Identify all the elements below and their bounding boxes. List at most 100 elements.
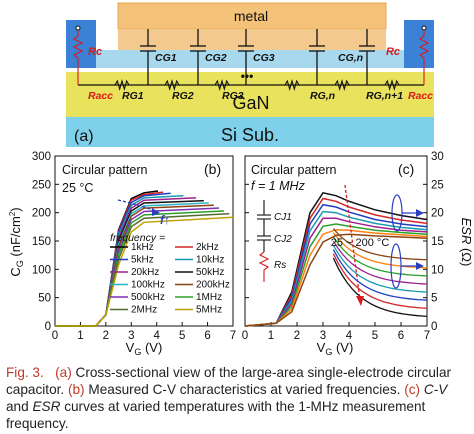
cap-label: CG1 <box>155 52 177 64</box>
si-substrate <box>66 117 434 147</box>
x-tick-label: 7 <box>424 330 430 342</box>
legend-label: 500kHz <box>131 292 165 303</box>
y2-tick-label: 30 <box>431 151 444 163</box>
metal-layer <box>117 2 387 30</box>
y-tick-label: 150 <box>32 236 51 248</box>
cap-label: CG,n <box>338 52 363 64</box>
series-line <box>244 203 428 327</box>
caption-c-2: and <box>6 399 29 414</box>
rc-right-label: Rc <box>386 46 400 58</box>
x-tick-label: 5 <box>372 330 378 342</box>
caption-b-text: Measured C-V characteristics at varied f… <box>88 382 401 397</box>
x-tick-label: 2 <box>294 330 300 342</box>
cj2-label: CJ2 <box>274 234 292 245</box>
legend-label: 100kHz <box>131 280 165 291</box>
y-tick-label: 300 <box>32 151 51 163</box>
res-label: RG3 <box>222 90 244 102</box>
esr-line <box>332 232 428 269</box>
legend-label: 1MHz <box>196 292 222 303</box>
x-tick-label: 1 <box>268 330 274 342</box>
panel-c-ylabel: ESR (Ω) <box>459 218 474 267</box>
f-arrow-label: f↑ <box>160 213 170 227</box>
temp-range-label: 25 ~ 200 °C <box>331 237 390 249</box>
racc-right-label: Racc <box>408 90 433 102</box>
res-label: RG,n <box>310 90 335 102</box>
x-tick-label: 0 <box>242 330 248 342</box>
legend-label: 1kHz <box>131 242 154 253</box>
y-tick-label: 50 <box>38 293 51 305</box>
gan-layer <box>66 72 434 117</box>
legend-label: 2MHz <box>131 305 157 316</box>
x-tick-label: 6 <box>204 330 210 342</box>
x-tick-label: 5 <box>179 330 185 342</box>
panel-b-temp: 25 °C <box>62 181 93 195</box>
y-tick-label: 100 <box>32 264 51 276</box>
x-tick-label: 3 <box>128 330 134 342</box>
legend-label: 50kHz <box>196 267 224 278</box>
esr-line <box>332 245 428 293</box>
x-tick-label: 0 <box>52 330 58 342</box>
figure: metal GaN Si Sub. (a) ••• Rc Rc Racc Rac… <box>8 2 474 357</box>
figure-caption: Fig. 3. (a) Cross-sectional view of the … <box>6 364 468 432</box>
metal-label: metal <box>234 8 268 24</box>
x-tick-label: 4 <box>346 330 353 342</box>
legend-label: 5kHz <box>131 255 154 266</box>
res-label: RG,n+1 <box>366 90 403 102</box>
panel-c-freq: f = 1 MHz <box>251 179 306 193</box>
esr-line <box>332 228 428 261</box>
inset-circuit <box>257 200 271 282</box>
series-line <box>55 216 234 327</box>
caption-c-1: C-V <box>423 382 448 397</box>
caption-a: (a) <box>55 365 72 380</box>
rs-label: Rs <box>274 260 286 271</box>
x-tick-label: 3 <box>320 330 326 342</box>
panel-b-title: Circular pattern <box>62 163 147 177</box>
right-contact <box>404 20 434 68</box>
legend-label: 20kHz <box>131 267 159 278</box>
legend-label: 200kHz <box>196 280 230 291</box>
series-line <box>244 233 428 327</box>
y2-tick-label: 20 <box>431 208 444 220</box>
panel-b-xlabel: VG (V) <box>126 340 163 357</box>
caption-b: (b) <box>67 382 85 397</box>
esr-line <box>332 249 428 301</box>
rc-left-label: Rc <box>88 46 102 58</box>
panel-c-title: Circular pattern <box>251 163 336 177</box>
panel-b: 0 1 2 3 4 5 6 7 0 50 100 150 200 250 300 Circular patt… <box>8 151 236 357</box>
esr-line <box>332 236 428 277</box>
esr-line <box>332 240 428 285</box>
cj1-label: CJ1 <box>274 212 292 223</box>
caption-c: (c) <box>404 382 421 397</box>
x-tick-label: 1 <box>77 330 83 342</box>
series-line <box>244 228 428 327</box>
caption-a-text: Cross-sectional view of the large-area s… <box>6 365 452 397</box>
res-label: RG1 <box>122 90 144 102</box>
y-tick-label: 250 <box>32 179 51 191</box>
y-tick-label: 200 <box>32 208 51 220</box>
cap-label: CG3 <box>253 52 275 64</box>
series-line <box>244 210 428 327</box>
y2-tick-label: 15 <box>431 236 444 248</box>
y-tick-label: 0 <box>45 321 51 333</box>
si-label: Si Sub. <box>221 125 279 145</box>
series-line <box>244 223 428 327</box>
panel-b-ylabel: CG (nF/cm2) <box>8 207 25 276</box>
x-tick-label: 7 <box>230 330 236 342</box>
legend-label: 2kHz <box>196 242 219 253</box>
legend-label: 5MHz <box>196 305 222 316</box>
panel-a: metal GaN Si Sub. (a) ••• Rc Rc Racc Rac… <box>66 2 434 147</box>
oxide-layer <box>96 50 404 68</box>
panel-c-label: (c) <box>398 161 414 177</box>
panel-b-label: (b) <box>204 161 221 177</box>
y2-tick-label: 0 <box>431 321 437 333</box>
esr-line <box>332 253 428 309</box>
esr-line <box>332 257 428 318</box>
y2-tick-label: 5 <box>431 293 437 305</box>
legend-title: frequency = <box>110 232 165 244</box>
legend-label: 10kHz <box>196 255 224 266</box>
x-tick-label: 6 <box>398 330 404 342</box>
x-tick-label: 2 <box>103 330 109 342</box>
caption-fig: Fig. 3. <box>6 365 44 380</box>
cap-label: CG2 <box>205 52 227 64</box>
